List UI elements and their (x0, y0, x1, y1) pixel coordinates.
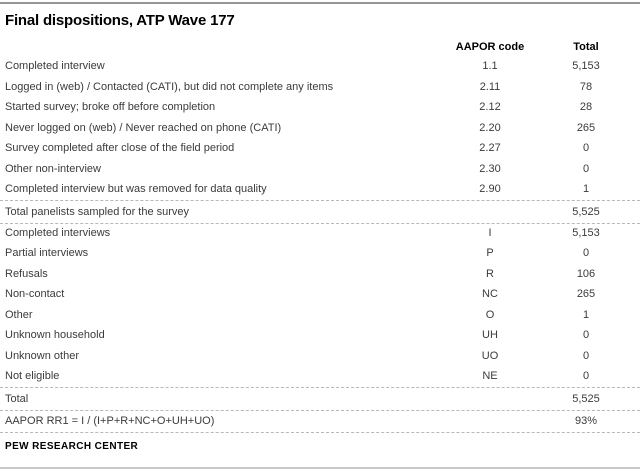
row-label: Logged in (web) / Contacted (CATI), but … (5, 80, 334, 93)
table-row: Partial interviews P 0 (0, 243, 640, 264)
row-aapor-code: 2.12 (479, 101, 501, 114)
row-aapor-code: 2.90 (479, 183, 501, 196)
table-row: Other non-interview 2.30 0 (0, 159, 640, 180)
row-total: 0 (582, 370, 590, 383)
table-row: Unknown household UH 0 (0, 325, 640, 346)
table-row: Total 5,525 (0, 386, 640, 410)
row-total: 5,153 (572, 60, 600, 73)
row-total: 78 (579, 80, 593, 93)
row-label: AAPOR RR1 = I / (I+P+R+NC+O+UH+UO) (5, 415, 215, 427)
table-row: Total panelists sampled for the survey 5,… (0, 199, 640, 223)
row-label: Not eligible (5, 370, 60, 383)
row-label: Unknown household (5, 329, 105, 342)
table-row: Refusals R 106 (0, 264, 640, 285)
row-total: 0 (582, 162, 590, 175)
row-aapor-code: P (486, 247, 494, 260)
table-header-row: AAPOR code Total (0, 35, 640, 56)
dispositions-table: AAPOR code Total Completed interview 1.1 5… (0, 35, 640, 433)
top-divider (0, 2, 640, 4)
row-aapor-code: I (488, 227, 492, 240)
table-row: Other O 1 (0, 305, 640, 326)
row-total: 5,153 (572, 227, 600, 240)
row-total: 265 (576, 288, 596, 301)
row-aapor-code: 1.1 (482, 60, 498, 73)
row-aapor-code: 2.30 (479, 162, 501, 175)
table-row: Logged in (web) / Contacted (CATI), but … (0, 77, 640, 98)
row-label: Total (5, 392, 29, 405)
table-title: Final dispositions, ATP Wave 177 (5, 12, 235, 29)
table-row: Survey completed after close of the fiel… (0, 138, 640, 159)
bottom-divider (0, 467, 640, 469)
row-total: 1 (582, 183, 590, 196)
row-label: Non-contact (5, 288, 65, 301)
row-total: 1 (582, 308, 590, 321)
row-label: Other non-interview (5, 162, 101, 175)
row-aapor-code: O (485, 308, 495, 321)
table-body: Completed interview 1.1 5,153 Logged in (we… (0, 56, 640, 433)
row-total: 93% (574, 415, 598, 427)
source-label: PEW RESEARCH CENTER (5, 440, 139, 452)
column-header-total: Total (573, 41, 599, 53)
table-row: Completed interviews I 5,153 (0, 222, 640, 244)
row-label: Refusals (5, 267, 48, 280)
column-header-aapor-code: AAPOR code (455, 41, 525, 53)
row-total: 0 (582, 247, 590, 260)
row-total: 0 (582, 329, 590, 342)
row-aapor-code: 2.20 (479, 121, 501, 134)
table-row: Unknown other UO 0 (0, 346, 640, 367)
table-row: Never logged on (web) / Never reached on… (0, 118, 640, 139)
row-aapor-code: NE (482, 370, 498, 383)
row-aapor-code: UO (481, 349, 499, 362)
row-aapor-code: 2.11 (479, 80, 501, 93)
row-aapor-code: 2.27 (479, 142, 501, 155)
row-label: Total panelists sampled for the survey (5, 205, 190, 218)
row-aapor-code: UH (482, 329, 498, 342)
row-label: Completed interview but was removed for … (5, 183, 267, 196)
row-label: Completed interviews (5, 227, 111, 240)
row-label: Survey completed after close of the fiel… (5, 142, 235, 155)
row-aapor-code: R (486, 267, 494, 280)
row-total: 106 (576, 267, 596, 280)
table-row: Completed interview 1.1 5,153 (0, 56, 640, 77)
row-total: 28 (579, 101, 593, 114)
row-aapor-code: NC (482, 288, 498, 301)
row-label: Partial interviews (5, 247, 89, 260)
table-row: AAPOR RR1 = I / (I+P+R+NC+O+UH+UO) 93% (0, 409, 640, 433)
row-total: 0 (582, 349, 590, 362)
table-row: Non-contact NC 265 (0, 284, 640, 305)
row-total: 0 (582, 142, 590, 155)
row-total: 5,525 (572, 392, 600, 405)
row-label: Started survey; broke off before complet… (5, 101, 216, 114)
row-label: Never logged on (web) / Never reached on… (5, 121, 282, 134)
row-label: Other (5, 308, 33, 321)
row-total: 5,525 (572, 205, 600, 218)
row-label: Unknown other (5, 349, 79, 362)
row-label: Completed interview (5, 60, 105, 73)
row-total: 265 (576, 121, 596, 134)
table-row: Not eligible NE 0 (0, 366, 640, 387)
table-row: Started survey; broke off before complet… (0, 97, 640, 118)
table-row: Completed interview but was removed for … (0, 179, 640, 200)
